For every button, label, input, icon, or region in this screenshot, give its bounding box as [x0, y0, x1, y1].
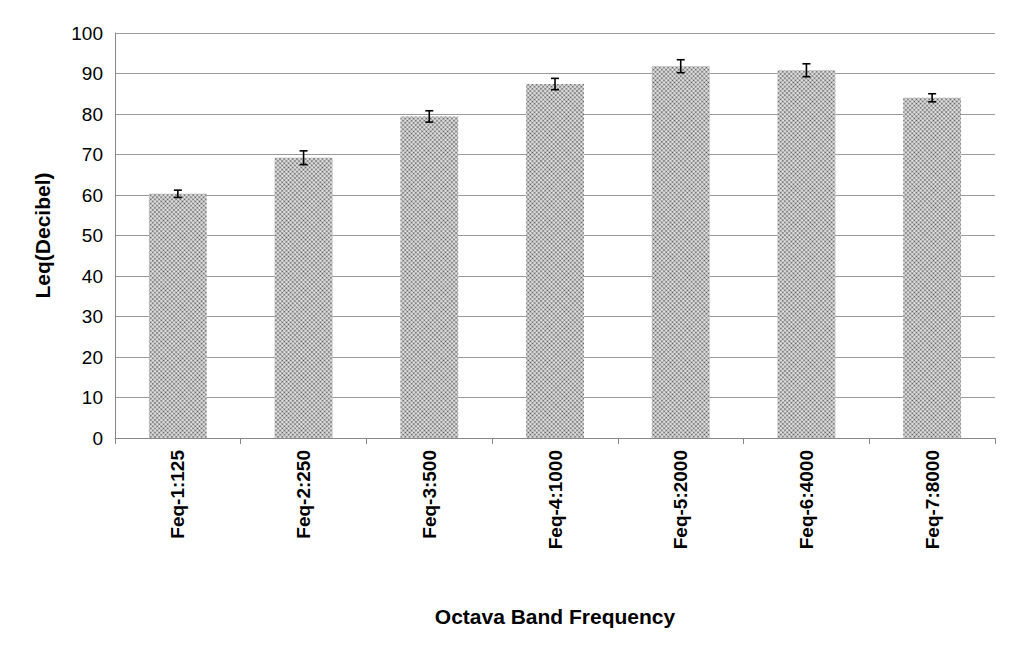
svg-text:80: 80 — [82, 104, 103, 125]
svg-text:70: 70 — [82, 144, 103, 165]
svg-text:Octava Band Frequency: Octava Band Frequency — [435, 605, 676, 628]
svg-text:Feq-4:1000: Feq-4:1000 — [545, 450, 566, 549]
svg-text:10: 10 — [82, 387, 103, 408]
svg-text:0: 0 — [92, 428, 103, 449]
svg-text:Feq-5:2000: Feq-5:2000 — [670, 450, 691, 549]
svg-text:Feq-2:250: Feq-2:250 — [293, 450, 314, 539]
svg-text:100: 100 — [71, 23, 103, 44]
svg-text:60: 60 — [82, 185, 103, 206]
svg-text:Leq(Decibel): Leq(Decibel) — [31, 172, 54, 298]
svg-text:Feq-7:8000: Feq-7:8000 — [922, 450, 943, 549]
svg-text:30: 30 — [82, 306, 103, 327]
svg-text:20: 20 — [82, 347, 103, 368]
svg-text:Feq-1:125: Feq-1:125 — [167, 450, 188, 539]
svg-text:90: 90 — [82, 63, 103, 84]
svg-text:50: 50 — [82, 225, 103, 246]
svg-text:Feq-3:500: Feq-3:500 — [419, 450, 440, 539]
svg-text:Feq-6:4000: Feq-6:4000 — [796, 450, 817, 549]
svg-text:40: 40 — [82, 266, 103, 287]
